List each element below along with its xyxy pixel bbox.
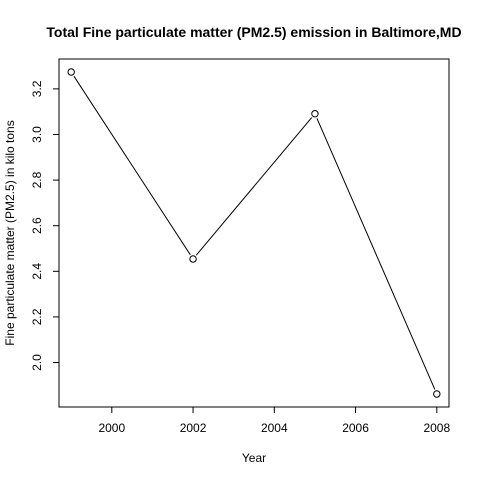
y-tick-label: 2.2 [30, 308, 44, 325]
series-line-segment [195, 117, 313, 256]
data-point [433, 390, 441, 398]
y-tick-label: 2.8 [30, 171, 44, 188]
y-axis-label: Fine particulate matter (PM2.5) in kilo … [3, 120, 17, 345]
plot-frame [58, 58, 450, 408]
x-tick-label: 2004 [261, 421, 288, 435]
y-axis: 2.0 2.2 2.4 2.6 2.8 3.0 3.2 [30, 80, 59, 371]
x-tick-label: 2000 [98, 421, 125, 435]
x-tick-label: 2008 [423, 421, 450, 435]
series-line-segment [73, 75, 191, 256]
y-tick-label: 3.2 [30, 80, 44, 97]
data-point [67, 68, 75, 76]
x-tick-label: 2002 [180, 421, 207, 435]
data-series [67, 68, 441, 398]
chart-title: Total Fine particulate matter (PM2.5) em… [46, 24, 461, 40]
y-tick-label: 2.4 [30, 263, 44, 280]
data-point [311, 110, 319, 118]
series-line-segment [316, 118, 436, 390]
data-point [189, 255, 197, 263]
x-axis-label: Year [242, 451, 266, 465]
y-tick-label: 3.0 [30, 126, 44, 143]
y-tick-label: 2.0 [30, 354, 44, 371]
x-axis: 2000 2002 2004 2006 2008 [98, 407, 450, 435]
y-tick-label: 2.6 [30, 217, 44, 234]
x-tick-label: 2006 [342, 421, 369, 435]
